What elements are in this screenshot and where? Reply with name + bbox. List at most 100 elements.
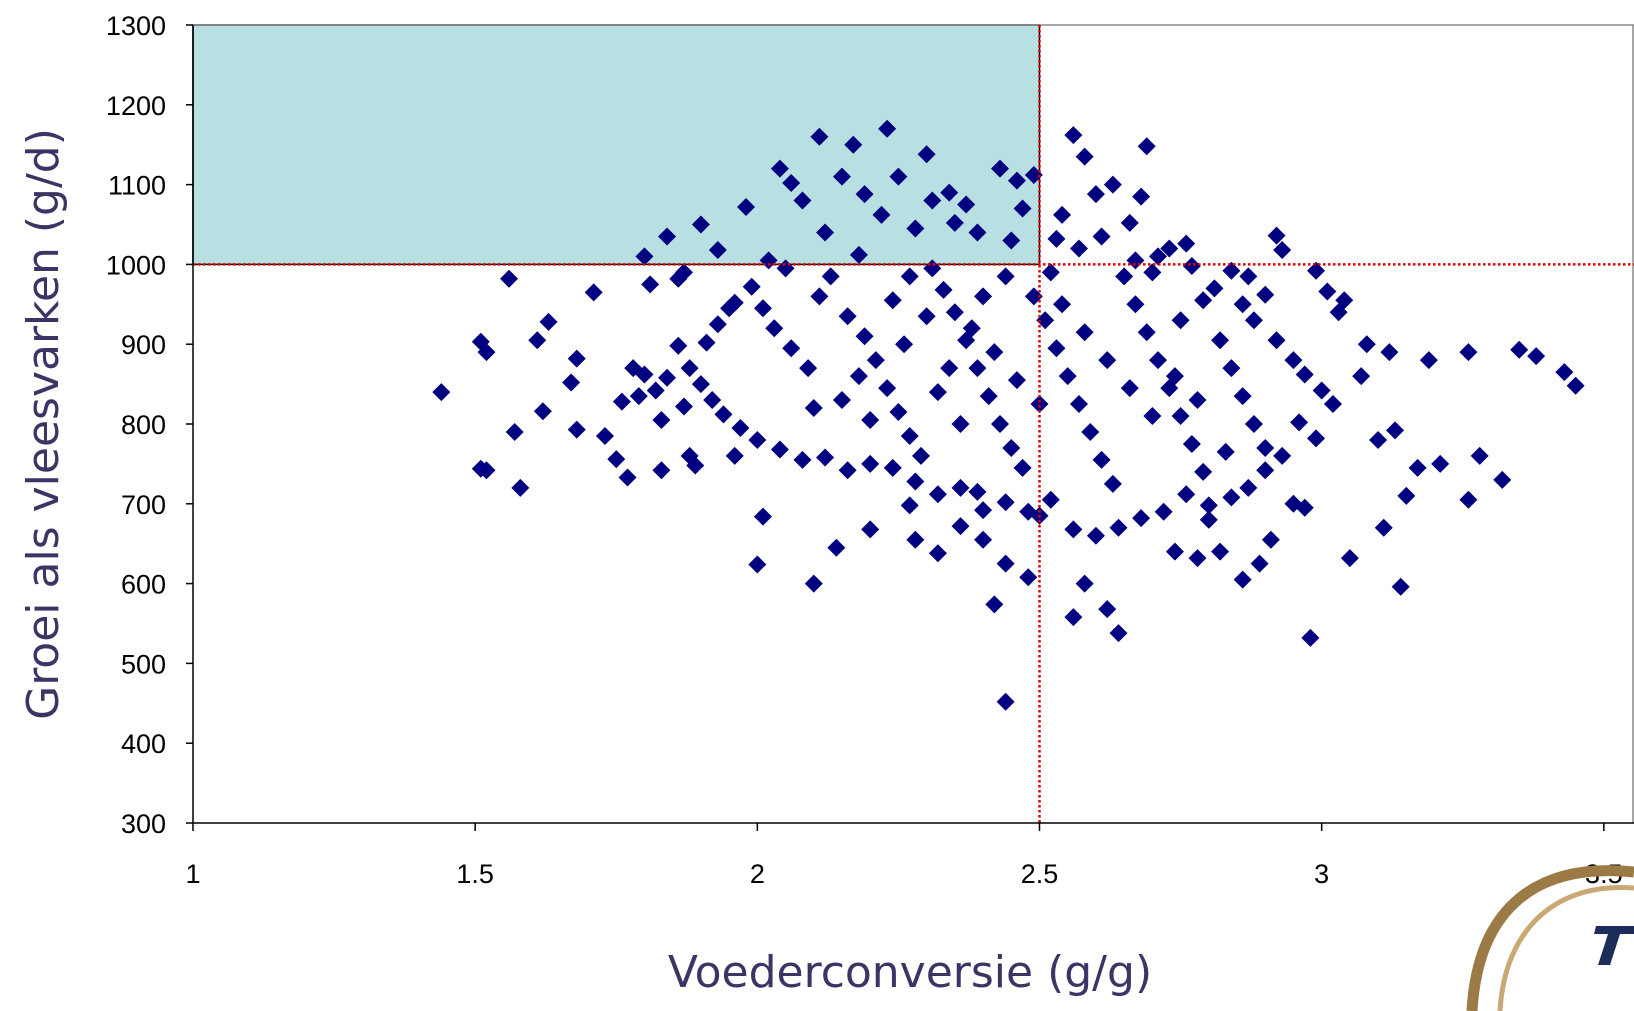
data-point [618, 468, 637, 487]
data-point [1273, 446, 1292, 465]
data-point [725, 293, 744, 312]
data-point [1165, 367, 1184, 386]
data-point [635, 247, 654, 266]
data-point [799, 359, 818, 378]
logo-letter-mark [1594, 926, 1634, 965]
y-tick-label: 600 [121, 570, 166, 600]
data-point [1273, 241, 1292, 260]
data-point [996, 554, 1015, 573]
data-point [906, 530, 925, 549]
data-point [810, 287, 829, 306]
data-point [500, 269, 519, 288]
data-point [1019, 502, 1038, 521]
data-point [1041, 490, 1060, 509]
data-point [900, 496, 919, 515]
data-point [1250, 554, 1269, 573]
data-point [1182, 434, 1201, 453]
data-point [996, 692, 1015, 711]
data-point [861, 411, 880, 430]
data-point [691, 375, 710, 394]
data-point [782, 339, 801, 358]
logo-swoosh-inner [1497, 884, 1634, 1011]
data-point [1527, 347, 1546, 366]
data-point [646, 381, 665, 400]
data-point [567, 349, 586, 368]
data-point [838, 307, 857, 326]
data-point [804, 399, 823, 418]
data-point [883, 458, 902, 477]
data-point [928, 485, 947, 504]
data-point [686, 456, 705, 475]
data-point [951, 478, 970, 497]
data-point [1307, 261, 1326, 280]
data-point [1064, 520, 1083, 539]
data-point [855, 185, 874, 204]
data-point [770, 440, 789, 459]
data-point [1092, 227, 1111, 246]
data-point [562, 373, 581, 392]
data-point [1013, 199, 1032, 218]
data-point [1216, 442, 1235, 461]
data-point [1470, 446, 1489, 465]
data-point [731, 418, 750, 437]
data-point [1126, 295, 1145, 314]
data-point [782, 174, 801, 193]
data-point [1459, 343, 1478, 362]
data-point [1323, 395, 1342, 414]
data-point [584, 283, 603, 302]
data-point [1030, 395, 1049, 414]
data-point [1081, 422, 1100, 441]
data-point [951, 517, 970, 536]
data-point [889, 167, 908, 186]
data-point [1120, 379, 1139, 398]
data-point [658, 368, 677, 387]
data-point [832, 167, 851, 186]
data-point [477, 461, 496, 480]
data-point [1380, 343, 1399, 362]
data-point [1459, 490, 1478, 509]
data-point [1002, 438, 1021, 457]
data-point [1233, 295, 1252, 314]
data-point [607, 450, 626, 469]
data-point [804, 574, 823, 593]
data-point [432, 383, 451, 402]
data-point [1493, 470, 1512, 489]
data-point [1233, 570, 1252, 589]
data-point [974, 287, 993, 306]
data-point [1256, 461, 1275, 480]
data-point [652, 461, 671, 480]
data-point [748, 430, 767, 449]
data-point [1431, 454, 1450, 473]
data-point [742, 277, 761, 296]
data-point [1053, 205, 1072, 224]
data-point [1267, 331, 1286, 350]
data-point [923, 191, 942, 210]
data-point [629, 387, 648, 406]
data-point [911, 446, 930, 465]
data-point [691, 215, 710, 234]
y-tick-label: 700 [121, 490, 166, 520]
data-point [1177, 485, 1196, 504]
x-tick-label: 3 [1314, 859, 1329, 889]
data-point [1007, 171, 1026, 190]
data-point [703, 391, 722, 410]
data-point [1092, 450, 1111, 469]
data-point [962, 319, 981, 338]
data-point [1064, 126, 1083, 145]
data-point [1199, 496, 1218, 515]
data-point [849, 245, 868, 264]
data-point [674, 263, 693, 282]
data-point [872, 205, 891, 224]
y-tick-label: 300 [121, 809, 166, 839]
data-point [923, 259, 942, 278]
data-point [765, 319, 784, 338]
data-point [968, 482, 987, 501]
data-point [1267, 226, 1286, 245]
data-point [940, 183, 959, 202]
data-point [1041, 263, 1060, 282]
data-point [1566, 376, 1585, 395]
data-point [725, 446, 744, 465]
data-point [990, 415, 1009, 433]
y-tick-label: 400 [121, 729, 166, 759]
